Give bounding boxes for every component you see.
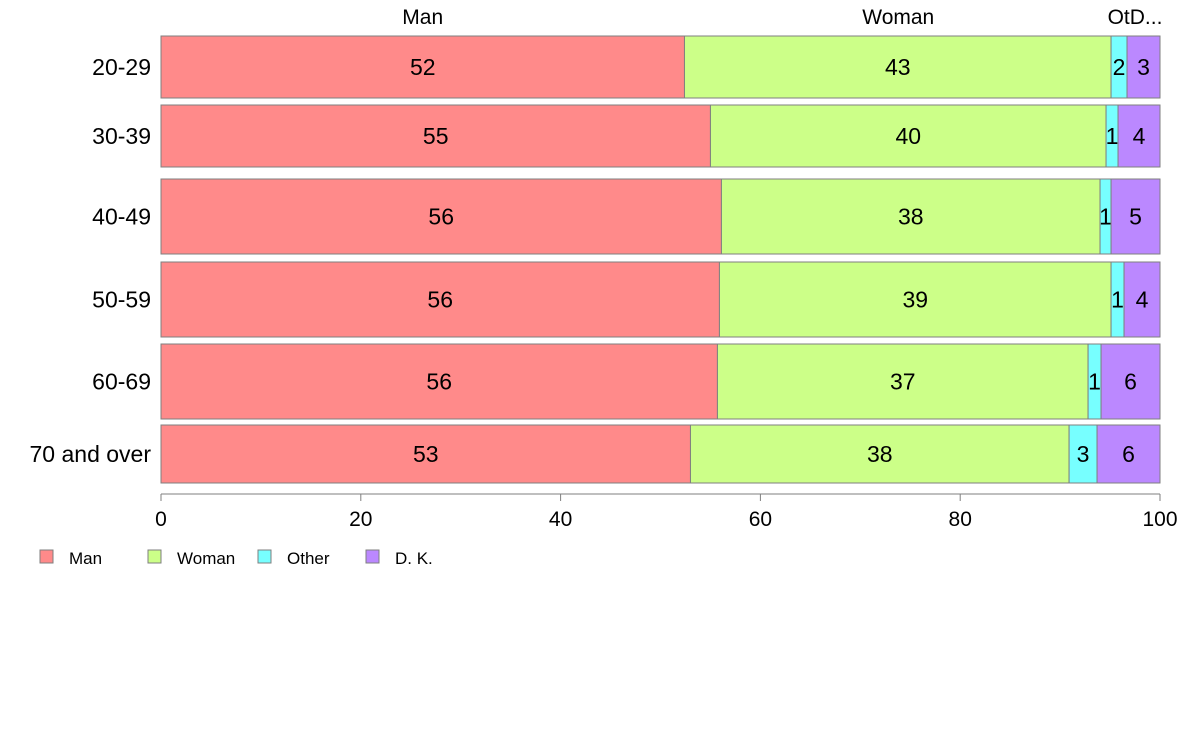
bar-segment-3-0	[160, 261, 720, 338]
top-label-0: Man	[402, 6, 443, 29]
data-label-2-3: 5	[1129, 204, 1142, 230]
bar-segment-3-3	[1123, 261, 1161, 338]
bar-segment-5-3	[1096, 424, 1161, 484]
data-label-2-2: 1	[1099, 204, 1112, 230]
data-label-5-1: 38	[867, 441, 893, 467]
bar-segment-0-3	[1126, 35, 1161, 99]
data-label-2-0: 56	[428, 204, 454, 230]
data-label-5-0: 53	[413, 441, 439, 467]
data-label-4-3: 6	[1124, 369, 1137, 395]
category-label-0: 20-29	[92, 54, 151, 80]
bar-segment-4-0	[160, 343, 718, 420]
bar-segment-3-1	[718, 261, 1112, 338]
category-label-4: 60-69	[92, 369, 151, 395]
data-label-0-1: 43	[885, 54, 911, 80]
bar-segment-5-0	[160, 424, 691, 484]
legend: Man Woman Other D. K.	[39, 549, 433, 568]
bar-segment-5-2	[1068, 424, 1098, 484]
bar-segment-0-0	[160, 35, 685, 99]
top-label-2: OtD...	[1108, 6, 1163, 29]
data-label-5-3: 6	[1122, 441, 1135, 467]
category-label-5: 70 and over	[30, 441, 152, 467]
data-label-3-1: 39	[902, 287, 928, 313]
data-label-4-1: 37	[890, 369, 916, 395]
data-label-1-3: 4	[1133, 123, 1146, 149]
category-label-1: 30-39	[92, 123, 151, 149]
bar-segment-1-1	[709, 104, 1107, 168]
data-label-1-1: 40	[895, 123, 921, 149]
bar-segment-0-1	[683, 35, 1112, 99]
data-label-1-2: 1	[1106, 123, 1119, 149]
bar-segment-5-1	[689, 424, 1070, 484]
legend-label-2: Other	[287, 549, 330, 568]
bar-segment-1-3	[1117, 104, 1161, 168]
legend-swatch-0	[39, 549, 54, 564]
data-label-3-2: 1	[1111, 287, 1124, 313]
category-label-3: 50-59	[92, 287, 151, 313]
bar-segment-4-1	[716, 343, 1089, 420]
bar-segment-1-0	[160, 104, 711, 168]
data-label-4-2: 1	[1088, 369, 1101, 395]
category-labels: 20-29 30-39 40-49 50-59 60-69 70 and over	[30, 54, 152, 467]
bar-segment-4-3	[1100, 343, 1161, 420]
category-label-2: 40-49	[92, 204, 151, 230]
data-label-3-3: 4	[1136, 287, 1149, 313]
x-tick-label-1: 20	[349, 508, 372, 531]
top-segment-labels: Man Woman OtD...	[402, 6, 1162, 29]
x-tick-label-5: 100	[1142, 508, 1177, 531]
legend-label-0: Man	[69, 549, 102, 568]
top-label-1: Woman	[862, 6, 934, 29]
legend-label-1: Woman	[177, 549, 235, 568]
bar-segment-2-1	[720, 178, 1101, 255]
legend-label-3: D. K.	[395, 549, 433, 568]
data-label-2-1: 38	[898, 204, 924, 230]
data-label-5-2: 3	[1077, 441, 1090, 467]
data-label-0-3: 3	[1137, 54, 1150, 80]
x-axis: 0 20 40 60 80 100	[155, 493, 1178, 531]
bars: 52 43 2 355 40 1 456 38 1 556 39 1 456 37 1 653 38 3 6	[160, 35, 1161, 484]
legend-swatch-2	[257, 549, 272, 564]
data-label-1-0: 55	[423, 123, 449, 149]
x-tick-label-4: 80	[949, 508, 972, 531]
bar-segment-2-3	[1110, 178, 1161, 255]
x-tick-label-2: 40	[549, 508, 572, 531]
data-label-4-0: 56	[426, 369, 452, 395]
x-tick-label-3: 60	[749, 508, 772, 531]
x-tick-label-0: 0	[155, 508, 167, 531]
data-label-0-2: 2	[1113, 54, 1126, 80]
bar-segment-2-0	[160, 178, 722, 255]
legend-swatch-1	[147, 549, 162, 564]
data-label-0-0: 52	[410, 54, 436, 80]
legend-swatch-3	[365, 549, 380, 564]
data-label-3-0: 56	[427, 287, 453, 313]
